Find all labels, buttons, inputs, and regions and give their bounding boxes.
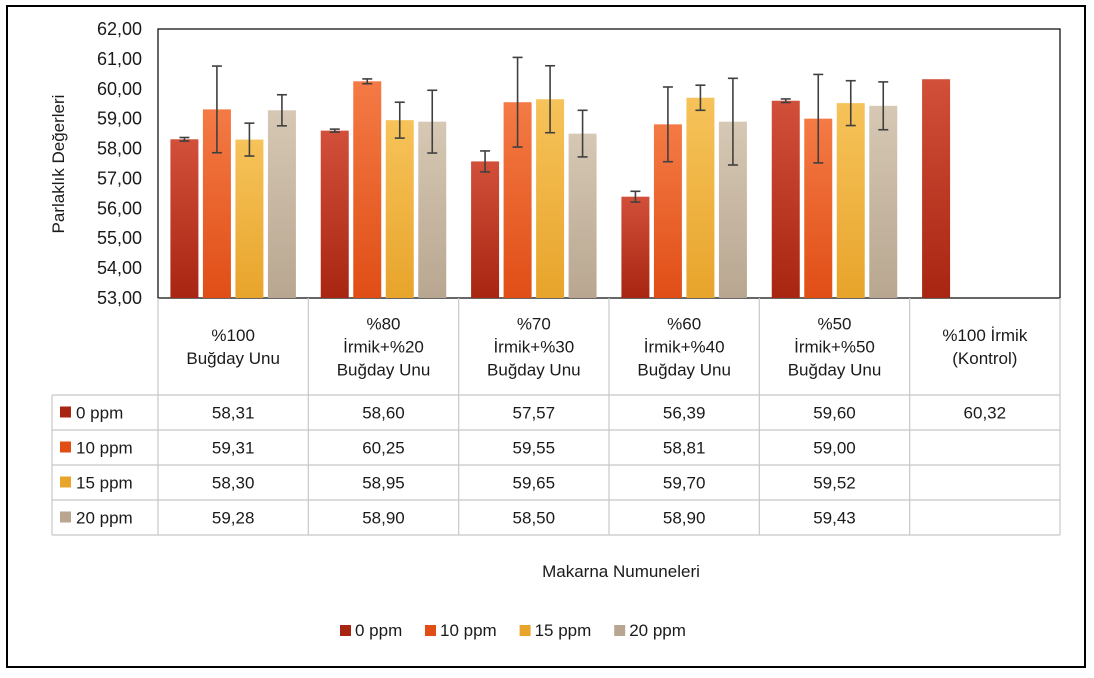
category-label: Buğday Unu bbox=[186, 349, 280, 368]
bar bbox=[836, 103, 865, 298]
bar bbox=[471, 161, 500, 298]
y-tick-label: 58,00 bbox=[97, 139, 142, 159]
legend-swatch bbox=[340, 625, 351, 636]
y-tick-label: 62,00 bbox=[97, 19, 142, 39]
table-cell: 59,60 bbox=[813, 404, 856, 423]
category-label: %60 bbox=[667, 315, 701, 334]
legend-swatch bbox=[614, 625, 626, 636]
category-label: Buğday Unu bbox=[487, 361, 581, 380]
y-tick-label: 59,00 bbox=[97, 109, 142, 129]
bar bbox=[869, 105, 898, 298]
table-cell: 59,43 bbox=[813, 509, 856, 528]
legend-swatch bbox=[425, 625, 436, 636]
legend-label: 20 ppm bbox=[629, 621, 686, 640]
bar bbox=[235, 139, 264, 298]
category-label: %100 İrmik bbox=[942, 326, 1028, 345]
row-header: 0 ppm bbox=[76, 404, 123, 423]
table-cell: 59,52 bbox=[813, 474, 856, 493]
bar bbox=[267, 110, 296, 298]
y-tick-label: 61,00 bbox=[97, 49, 142, 69]
category-label: %50 bbox=[817, 315, 851, 334]
table-cell: 58,90 bbox=[362, 509, 405, 528]
category-label: %70 bbox=[517, 315, 551, 334]
category-label: Buğday Unu bbox=[337, 361, 431, 380]
bar bbox=[621, 196, 650, 298]
category-label: %80 bbox=[366, 315, 400, 334]
bar bbox=[922, 79, 951, 298]
bar bbox=[771, 100, 800, 298]
table-cell: 56,39 bbox=[663, 404, 706, 423]
y-axis-title: Parlaklık Değerleri bbox=[49, 95, 68, 234]
bar bbox=[353, 81, 382, 298]
table-cell: 60,32 bbox=[964, 404, 1007, 423]
y-tick-label: 60,00 bbox=[97, 79, 142, 99]
x-axis-title: Makarna Numuneleri bbox=[542, 562, 700, 581]
table-cell: 58,50 bbox=[513, 509, 556, 528]
legend-swatch bbox=[519, 625, 531, 636]
y-tick-label: 55,00 bbox=[97, 228, 142, 248]
table-cell: 58,81 bbox=[663, 439, 706, 458]
row-header: 10 ppm bbox=[76, 439, 133, 458]
row-header: 20 ppm bbox=[76, 509, 133, 528]
table-cell: 58,60 bbox=[362, 404, 405, 423]
category-label: Buğday Unu bbox=[788, 361, 882, 380]
legend-label: 0 ppm bbox=[355, 621, 402, 640]
table-cell: 59,28 bbox=[212, 509, 255, 528]
category-label: İrmik+%40 bbox=[644, 338, 725, 357]
legend-key bbox=[60, 476, 71, 488]
table-cell: 58,95 bbox=[362, 474, 405, 493]
y-tick-label: 53,00 bbox=[97, 288, 142, 308]
category-label: (Kontrol) bbox=[952, 349, 1017, 368]
table-cell: 58,90 bbox=[663, 509, 706, 528]
table-cell: 57,57 bbox=[513, 404, 556, 423]
y-tick-label: 57,00 bbox=[97, 168, 142, 188]
table-cell: 58,30 bbox=[212, 474, 255, 493]
legend-key bbox=[60, 406, 71, 418]
table-cell: 60,25 bbox=[362, 439, 405, 458]
bar bbox=[568, 133, 597, 298]
table-cell: 59,70 bbox=[663, 474, 706, 493]
bar bbox=[320, 130, 349, 298]
y-tick-label: 56,00 bbox=[97, 198, 142, 218]
bar bbox=[385, 120, 414, 299]
legend-label: 10 ppm bbox=[440, 621, 497, 640]
bar bbox=[170, 139, 199, 298]
legend-label: 15 ppm bbox=[535, 621, 592, 640]
table-cell: 59,31 bbox=[212, 439, 255, 458]
category-label: İrmik+%30 bbox=[493, 338, 574, 357]
table-cell: 58,31 bbox=[212, 404, 255, 423]
row-header: 15 ppm bbox=[76, 474, 133, 493]
category-label: Buğday Unu bbox=[637, 361, 731, 380]
bar bbox=[686, 97, 715, 298]
y-tick-label: 54,00 bbox=[97, 258, 142, 278]
category-label: %100 bbox=[211, 326, 254, 345]
legend-key bbox=[60, 511, 71, 523]
category-label: İrmik+%20 bbox=[343, 338, 424, 357]
table-cell: 59,55 bbox=[513, 439, 556, 458]
table-cell: 59,65 bbox=[513, 474, 556, 493]
table-cell: 59,00 bbox=[813, 439, 856, 458]
legend-key bbox=[60, 441, 71, 453]
category-label: İrmik+%50 bbox=[794, 338, 875, 357]
